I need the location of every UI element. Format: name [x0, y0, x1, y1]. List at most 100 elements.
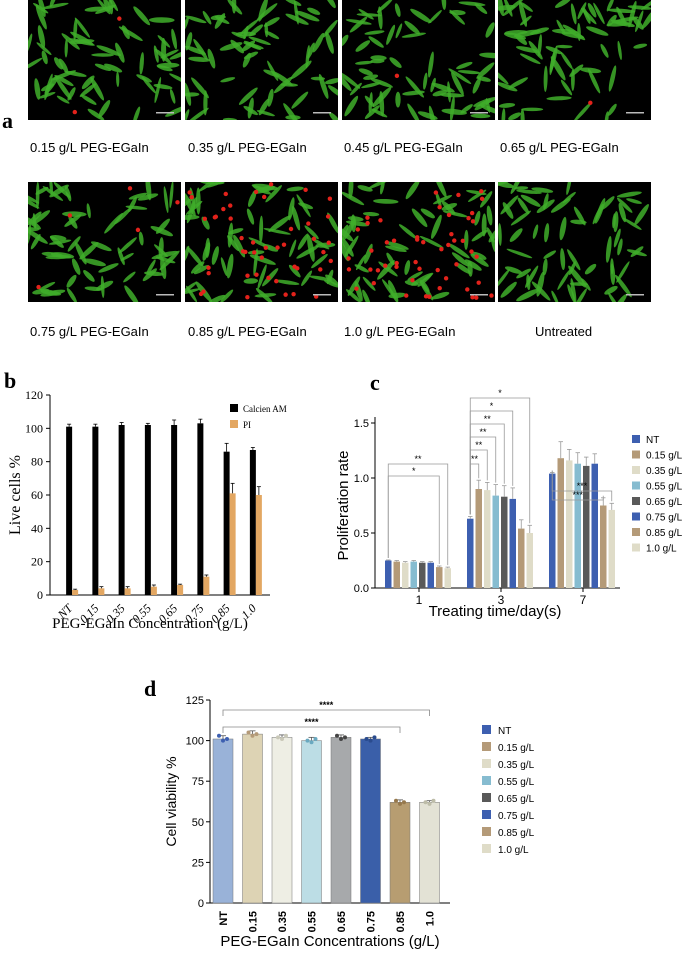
live-cell	[611, 16, 639, 24]
live-cell	[79, 83, 97, 97]
significance-label: *	[490, 401, 494, 411]
live-cell	[617, 40, 622, 61]
live-cell	[622, 217, 642, 230]
live-cell	[616, 197, 633, 213]
live-cell	[169, 50, 181, 60]
y-tick-label: 75	[192, 776, 204, 788]
live-cell	[31, 210, 51, 225]
dead-cell	[346, 267, 352, 272]
scale-bar	[470, 294, 488, 296]
live-cell	[479, 52, 495, 59]
live-cell	[355, 40, 371, 52]
live-cell	[104, 63, 123, 73]
live-cell	[577, 2, 587, 20]
dead-cell	[368, 267, 373, 272]
legend-label: 1.0 g/L	[498, 845, 529, 856]
live-cell	[190, 261, 205, 274]
live-cell	[405, 182, 420, 200]
live-cell	[382, 279, 397, 300]
live-cell	[252, 185, 275, 194]
live-cell	[146, 259, 156, 275]
live-cell	[417, 273, 433, 287]
live-cell	[439, 93, 465, 98]
live-cell	[220, 289, 234, 302]
dead-cell	[446, 242, 451, 248]
live-cell	[410, 8, 432, 23]
live-cell	[156, 65, 173, 72]
live-cell	[290, 60, 312, 80]
live-cell	[519, 53, 541, 65]
dead-cell	[268, 182, 274, 187]
live-cell	[529, 27, 550, 35]
legend-swatch	[632, 512, 640, 521]
legend-swatch	[230, 420, 238, 428]
live-cell	[555, 44, 573, 49]
dead-cell	[328, 258, 333, 264]
live-cell	[567, 249, 581, 271]
live-cell	[380, 182, 385, 195]
legend-swatch	[482, 844, 491, 853]
live-cell	[154, 244, 168, 257]
live-cell	[614, 274, 632, 298]
live-cell	[545, 46, 563, 55]
live-cell	[441, 108, 468, 115]
live-cell	[79, 242, 99, 260]
bar	[608, 509, 615, 588]
dead-cell	[318, 267, 323, 272]
live-cell	[49, 182, 53, 197]
live-cell	[500, 281, 517, 298]
live-cell	[608, 65, 617, 92]
y-tick-label: 120	[25, 388, 43, 402]
y-tick-label: 100	[186, 736, 204, 748]
tile-caption: 0.85 g/L PEG-EGaIn	[188, 324, 307, 339]
dead-cell	[365, 220, 370, 226]
dead-cell	[474, 254, 479, 259]
live-cell	[80, 94, 97, 105]
live-cell	[587, 3, 597, 18]
data-point	[394, 798, 398, 803]
dead-cell	[355, 227, 361, 232]
dead-cell	[274, 278, 279, 284]
live-cell	[37, 25, 46, 49]
live-cell	[258, 98, 270, 116]
dead-cell	[228, 203, 233, 208]
live-cell	[207, 48, 216, 69]
live-cell	[345, 289, 362, 302]
bar	[242, 733, 263, 904]
x-tick-label: 1	[416, 593, 423, 607]
dead-cell	[417, 266, 422, 271]
live-cell	[404, 20, 420, 35]
data-point	[313, 736, 318, 741]
live-cell	[267, 88, 274, 107]
dead-cell	[479, 189, 484, 194]
x-tick-label: 0.55	[307, 911, 319, 932]
bar	[518, 528, 525, 588]
bar	[467, 518, 474, 588]
micrograph-image	[498, 0, 651, 120]
data-point	[305, 738, 310, 743]
live-cell	[28, 224, 32, 245]
live-cell	[324, 0, 336, 9]
legend-swatch	[482, 810, 491, 819]
dead-cell	[206, 265, 211, 270]
live-cell	[156, 218, 170, 234]
live-cell	[304, 225, 319, 240]
live-cell	[447, 243, 470, 259]
bar	[212, 738, 234, 904]
scale-bar	[626, 112, 644, 114]
data-point	[368, 738, 373, 743]
live-cell	[498, 182, 514, 188]
live-cell	[249, 254, 276, 265]
dead-cell	[375, 268, 381, 273]
live-cell	[419, 235, 444, 249]
bar	[171, 425, 178, 595]
dead-cell	[189, 194, 194, 200]
bar	[526, 533, 533, 588]
live-cell	[327, 85, 338, 98]
dead-cell	[394, 73, 400, 79]
scale-bar	[626, 294, 644, 296]
live-cell	[520, 108, 525, 120]
live-cell	[537, 34, 543, 57]
y-axis-label: Proliferation rate	[335, 450, 352, 560]
micrograph-image	[28, 182, 180, 302]
